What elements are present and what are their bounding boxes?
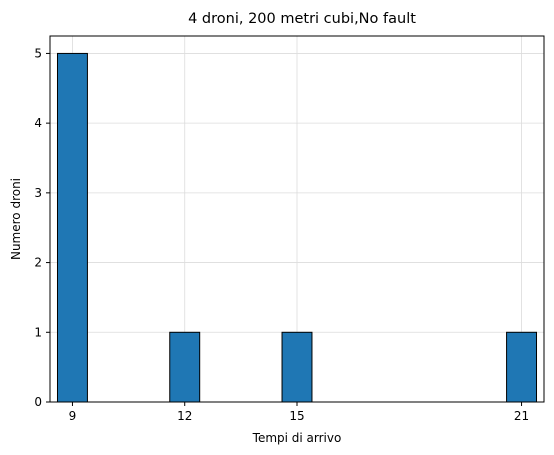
y-tick-label: 3 <box>34 186 42 200</box>
y-axis-ticks: 0 1 2 3 4 5 <box>34 46 50 409</box>
y-tick-label: 1 <box>34 325 42 339</box>
bar <box>169 331 201 403</box>
chart-title: 4 droni, 200 metri cubi,No fault <box>188 11 416 27</box>
y-tick-label: 5 <box>34 46 42 60</box>
bar <box>506 331 538 403</box>
bar <box>281 331 313 403</box>
y-tick-label: 4 <box>34 116 42 130</box>
bar <box>56 52 88 403</box>
y-axis-label: Numero droni <box>9 178 23 260</box>
x-axis-ticks: 9 12 15 21 <box>69 402 529 423</box>
x-axis-label: Tempi di arrivo <box>252 431 342 445</box>
x-tick-label: 21 <box>514 409 529 423</box>
y-tick-label: 0 <box>34 395 42 409</box>
x-tick-label: 12 <box>177 409 192 423</box>
x-tick-label: 15 <box>289 409 304 423</box>
y-tick-label: 2 <box>34 256 42 270</box>
x-tick-label: 9 <box>69 409 77 423</box>
